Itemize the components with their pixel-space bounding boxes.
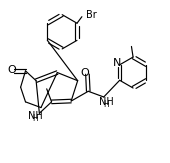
Text: Br: Br [87,10,97,20]
Text: O: O [8,65,16,75]
Text: O: O [80,68,89,78]
Text: H: H [104,100,109,109]
Text: NH: NH [99,97,114,107]
Text: N: N [113,59,121,68]
Text: NH: NH [28,111,43,121]
Text: H: H [32,114,38,123]
